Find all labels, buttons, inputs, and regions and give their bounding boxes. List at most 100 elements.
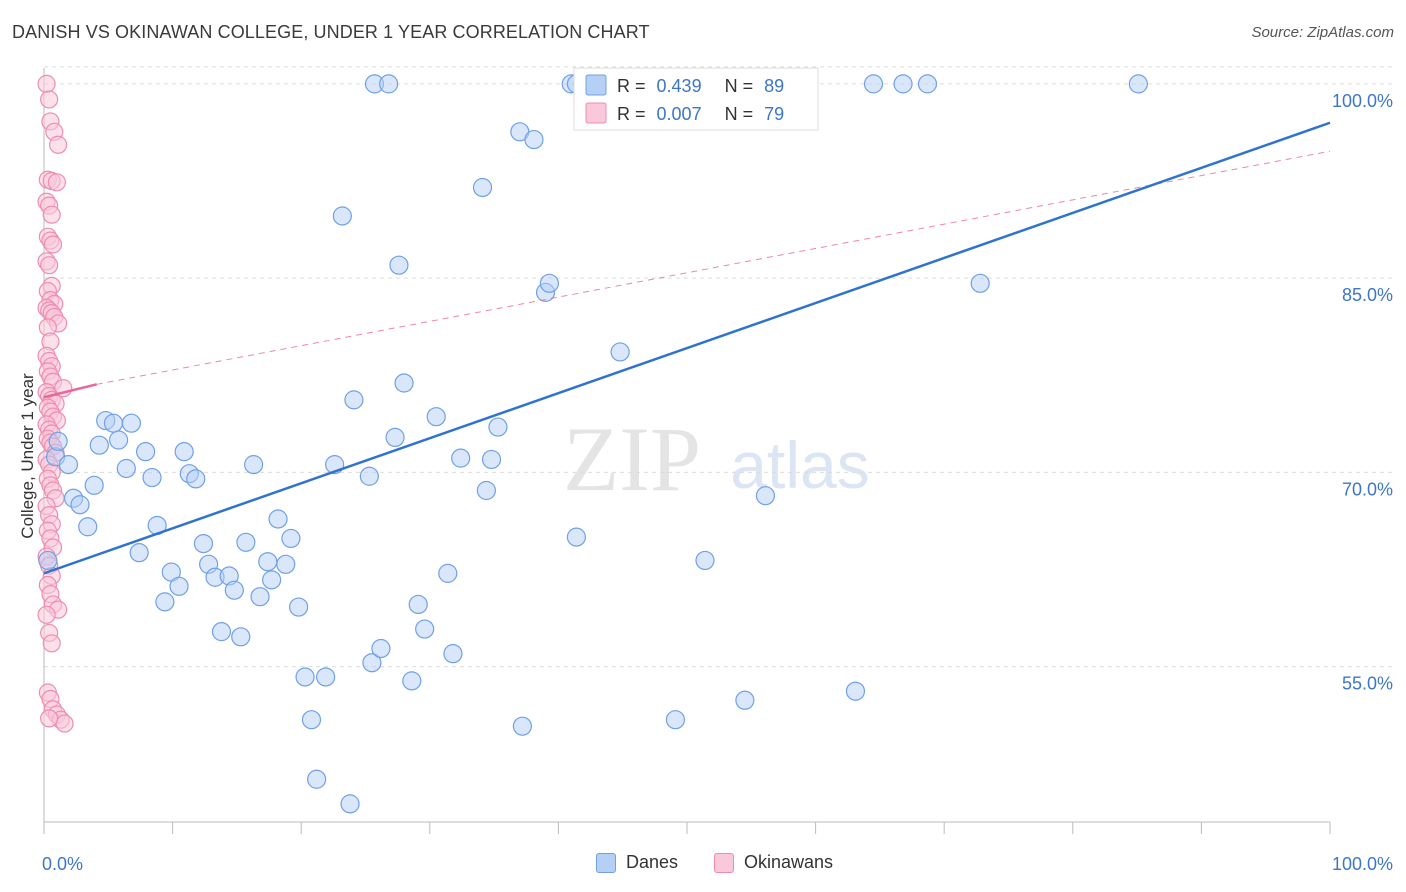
svg-text:R = 0.439 N =: R = 0.439 N = 89	[617, 76, 784, 96]
point-danes	[281, 528, 301, 549]
point-danes	[481, 449, 502, 470]
x-tick-label-max: 100.0%	[1332, 854, 1393, 874]
stats-r-value-okinawans: 0.007	[657, 104, 702, 124]
trendline-okinawans	[43, 383, 98, 399]
legend-swatch-okinawans	[714, 852, 734, 873]
point-danes	[362, 653, 382, 673]
point-danes	[426, 407, 446, 427]
point-danes	[262, 570, 282, 590]
point-danes	[344, 390, 364, 410]
point-danes	[332, 206, 352, 226]
y-tick-label: 70.0%	[1342, 479, 1393, 499]
point-danes	[665, 710, 686, 730]
point-danes	[268, 509, 288, 529]
trendline-okinawans-extended	[96, 150, 1331, 385]
stats-r-label-danes: R =	[617, 76, 646, 96]
point-danes	[512, 716, 532, 736]
point-danes	[385, 427, 405, 448]
source-label: Source: ZipAtlas.com	[1251, 24, 1394, 41]
point-danes	[371, 638, 391, 659]
point-danes	[169, 576, 189, 596]
point-danes	[451, 448, 471, 468]
point-danes	[735, 690, 755, 710]
point-danes	[78, 517, 98, 537]
point-danes	[438, 563, 458, 583]
point-danes	[155, 592, 175, 612]
point-okinawans	[55, 714, 74, 733]
stats-swatch-danes	[585, 74, 607, 96]
stats-n-label-danes: N =	[725, 76, 754, 96]
point-danes	[236, 532, 256, 552]
point-okinawans	[47, 173, 66, 192]
point-danes	[295, 667, 315, 687]
stats-r-label-okinawans: R =	[617, 104, 646, 124]
point-danes	[129, 543, 149, 563]
y-tick-label: 55.0%	[1342, 674, 1393, 694]
point-danes	[142, 467, 162, 488]
point-danes	[121, 413, 142, 433]
point-danes	[488, 417, 508, 437]
point-okinawans	[37, 74, 56, 93]
point-danes	[276, 554, 296, 574]
legend-swatch-danes	[596, 852, 616, 873]
svg-text:R = 0.007 N =: R = 0.007 N = 79	[617, 104, 784, 124]
point-danes	[755, 486, 776, 506]
y-tick-label: 85.0%	[1342, 285, 1393, 305]
point-danes	[402, 671, 422, 691]
point-danes	[307, 769, 327, 789]
point-danes	[84, 475, 104, 495]
point-danes	[301, 710, 322, 730]
point-danes	[89, 435, 109, 455]
point-danes	[231, 627, 251, 647]
point-danes	[443, 644, 463, 664]
point-danes	[566, 527, 587, 547]
point-danes	[893, 74, 913, 94]
legend-label-okinawans: Okinawans	[744, 852, 834, 872]
point-danes	[211, 622, 232, 642]
point-danes	[863, 74, 884, 94]
point-okinawans	[40, 256, 59, 275]
point-danes	[845, 681, 866, 701]
watermark-zip: ZIP	[563, 408, 701, 510]
stats-legend: R = 0.439 N = 89 R = 0.007 N = 79	[573, 67, 819, 131]
point-danes	[135, 442, 156, 462]
legend-item-okinawans: Okinawans	[714, 852, 833, 873]
point-danes	[415, 619, 435, 639]
point-okinawans	[43, 235, 63, 254]
point-danes	[38, 550, 58, 571]
point-danes	[389, 255, 409, 275]
point-danes	[695, 550, 715, 571]
point-danes	[340, 794, 360, 814]
point-danes	[108, 430, 129, 450]
point-danes	[186, 469, 206, 489]
point-danes	[289, 597, 309, 617]
point-danes	[224, 580, 244, 600]
point-okinawans	[40, 709, 59, 728]
stats-r-value-danes: 0.439	[657, 76, 702, 96]
point-danes	[58, 455, 79, 475]
point-danes	[116, 458, 136, 479]
point-danes	[917, 74, 938, 94]
point-okinawans	[42, 634, 61, 653]
point-danes	[970, 273, 990, 293]
watermark: ZIP atlas	[563, 408, 870, 510]
chart-title: DANISH VS OKINAWAN COLLEGE, UNDER 1 YEAR…	[12, 22, 650, 42]
point-danes	[48, 431, 68, 451]
point-danes	[476, 480, 496, 501]
x-tick-label-min: 0.0%	[42, 854, 83, 874]
point-danes	[379, 74, 399, 94]
point-danes	[394, 373, 414, 393]
point-danes	[359, 466, 379, 486]
point-danes	[258, 552, 278, 572]
point-okinawans	[37, 605, 56, 624]
point-danes	[174, 442, 194, 462]
point-danes	[610, 342, 630, 362]
legend-item-danes: Danes	[596, 852, 678, 873]
point-okinawans	[49, 135, 68, 154]
point-danes	[193, 533, 214, 554]
legend-label-danes: Danes	[626, 852, 679, 872]
point-danes	[408, 594, 428, 615]
stats-n-label-okinawans: N =	[725, 104, 754, 124]
point-danes	[70, 495, 90, 515]
